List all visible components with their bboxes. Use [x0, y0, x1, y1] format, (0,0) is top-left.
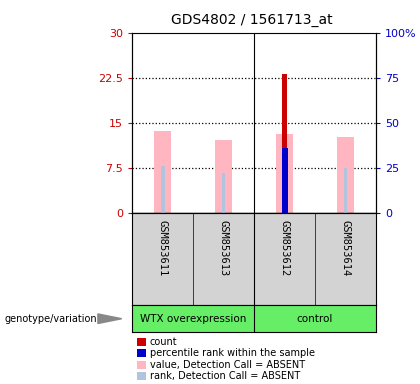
Text: control: control [297, 314, 333, 324]
Bar [154, 131, 171, 213]
Bar [215, 140, 232, 213]
Bar [222, 173, 226, 213]
Text: genotype/variation: genotype/variation [4, 314, 97, 324]
Bar [276, 134, 293, 213]
Polygon shape [98, 314, 122, 323]
Text: rank, Detection Call = ABSENT: rank, Detection Call = ABSENT [150, 371, 300, 381]
Text: GSM853613: GSM853613 [219, 220, 228, 277]
Text: WTX overexpression: WTX overexpression [140, 314, 247, 324]
Bar [281, 148, 288, 213]
Bar [283, 148, 286, 213]
Text: GSM853614: GSM853614 [341, 220, 350, 277]
Text: GSM853612: GSM853612 [280, 220, 289, 277]
Text: GDS4802 / 1561713_at: GDS4802 / 1561713_at [171, 13, 333, 27]
Text: GSM853611: GSM853611 [158, 220, 168, 277]
Bar [337, 137, 354, 213]
Bar [282, 74, 287, 213]
Text: percentile rank within the sample: percentile rank within the sample [150, 348, 315, 358]
Text: count: count [150, 337, 178, 347]
Text: value, Detection Call = ABSENT: value, Detection Call = ABSENT [150, 360, 305, 370]
Bar [344, 168, 347, 213]
Bar [161, 166, 165, 213]
